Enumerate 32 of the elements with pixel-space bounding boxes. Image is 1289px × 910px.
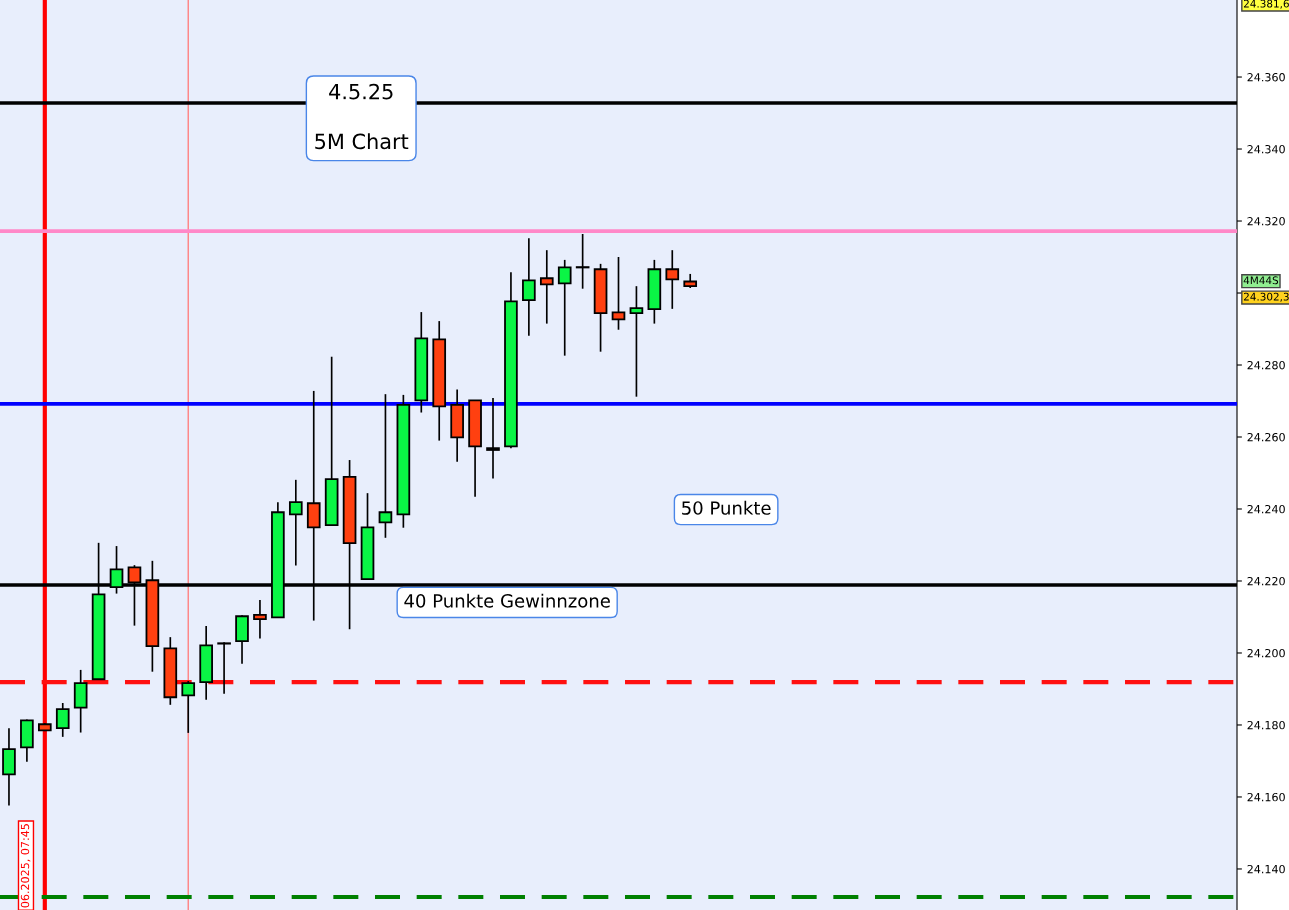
- y-tick-label: 24.240: [1247, 504, 1285, 514]
- annotation: 06.2025, 07:45: [20, 824, 31, 908]
- y-tick-label: 24.200: [1247, 648, 1285, 658]
- candlestick: [181, 680, 196, 734]
- candlestick: [522, 237, 536, 337]
- text: 4.5.25 5M Chart: [315, 83, 409, 150]
- candlestick: [575, 233, 590, 290]
- candlestick: [253, 599, 267, 640]
- y-tick-label: 24.340: [1247, 145, 1285, 154]
- y-tick-label: 24.280: [1247, 360, 1285, 370]
- candlestick: [611, 256, 626, 331]
- candlestick: [539, 249, 554, 325]
- annotation: 50 Punkte: [682, 500, 771, 515]
- candlestick: [288, 479, 303, 567]
- candlestick: [665, 249, 680, 310]
- text: 24.302,3: [1243, 292, 1289, 302]
- candlestick: [486, 397, 500, 480]
- y-tick-label: 24.360: [1247, 73, 1285, 82]
- y-tick-label: 24.260: [1247, 432, 1285, 442]
- text: 24.381,6: [1243, 0, 1289, 9]
- candlestick: [55, 702, 70, 738]
- candlestick: [217, 641, 231, 695]
- y-tick-label: 24.220: [1247, 576, 1285, 586]
- candlestick: [629, 285, 644, 398]
- y-tick-label: 24.180: [1247, 720, 1285, 730]
- y-tick-label: 24.160: [1247, 792, 1285, 802]
- candlestick: [378, 393, 393, 539]
- y-tick-label: 24.320: [1247, 217, 1285, 226]
- text: 4M44S: [1243, 276, 1279, 285]
- y-tick-label: 24.140: [1247, 864, 1285, 874]
- candlestick: [557, 259, 572, 357]
- annotation: 40 Punkte Gewinnzone: [404, 593, 610, 608]
